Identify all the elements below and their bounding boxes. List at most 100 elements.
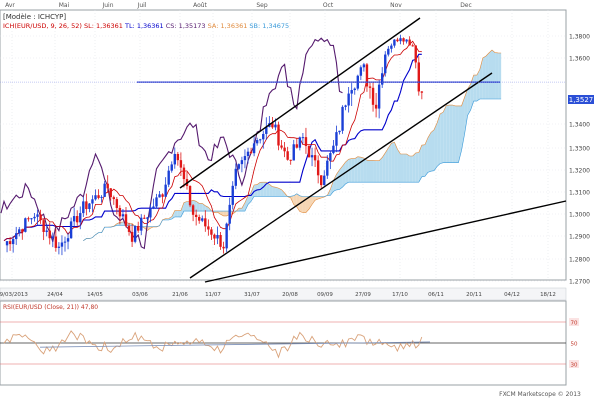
candle-body [91, 199, 93, 203]
price-tick-label: 1,3400 [569, 122, 590, 129]
candle-body [369, 86, 371, 87]
candle-body [12, 239, 14, 244]
cloud-segment [455, 106, 458, 163]
month-label: Avr [5, 2, 15, 9]
candle-body [366, 64, 368, 86]
candle-body [49, 231, 51, 239]
cloud-segment [474, 75, 477, 101]
cloud-segment [492, 50, 495, 99]
month-label: Nov [390, 2, 402, 9]
candle-body [354, 89, 356, 90]
candle-body [107, 184, 109, 189]
candle-body [253, 143, 255, 153]
candle-body [189, 186, 191, 205]
candle-body [225, 224, 227, 249]
indicator-title: ICH(EUR/USD, 9, 26, 52) [3, 22, 84, 30]
cloud-segment [175, 211, 178, 217]
candle-body [198, 217, 200, 221]
candle-body [219, 235, 221, 247]
candle-body [113, 197, 115, 199]
candle-body [302, 137, 304, 138]
cloud-segment [367, 160, 370, 182]
candle-body [36, 214, 38, 216]
cloud-segment [410, 156, 413, 182]
candle-body [161, 194, 163, 196]
cloud-segment [184, 202, 187, 212]
cloud-segment [352, 159, 355, 183]
candle-body [213, 235, 215, 239]
date-tick-label: 09/09 [317, 292, 333, 298]
candle-body [100, 197, 102, 198]
month-label: Dec [460, 2, 472, 9]
candle-body [192, 205, 194, 215]
candle-body [402, 38, 404, 41]
candle-body [308, 146, 310, 157]
cloud-segment [199, 203, 202, 211]
candle-body [58, 247, 60, 248]
candle-body [18, 229, 20, 233]
cloud-segment [443, 105, 446, 162]
candle-body [418, 62, 420, 91]
month-label: Mai [59, 2, 70, 9]
month-label: Oct [323, 2, 334, 9]
candle-body [320, 175, 322, 185]
cloud-segment [401, 154, 404, 182]
cloud-segment [431, 130, 434, 171]
candle-body [311, 155, 313, 157]
candle-body [27, 218, 29, 219]
candle-body [119, 208, 121, 216]
candle-body [393, 40, 395, 46]
candle-body [259, 139, 261, 140]
candle-body [164, 185, 166, 197]
cloud-segment [388, 143, 391, 182]
candle-body [155, 197, 157, 206]
candle-body [372, 88, 374, 105]
candle-body [207, 226, 209, 229]
candle-body [174, 154, 176, 164]
candle-body [296, 144, 298, 147]
candle-body [390, 46, 392, 49]
candle-body [335, 132, 337, 146]
candle-body [216, 235, 218, 238]
candle-body [338, 131, 340, 132]
candle-body [85, 201, 87, 209]
price-tick-label: 1,2800 [569, 257, 590, 264]
footer-credit: FXCM Marketscope © 2013 [499, 391, 581, 398]
candle-body [9, 241, 11, 244]
candle-body [146, 217, 148, 218]
date-tick-label: 04/12 [504, 292, 520, 298]
indicator-value: SB: 1,34675 [249, 22, 289, 30]
candle-body [149, 208, 151, 217]
candle-body [177, 154, 179, 160]
rsi-level-label: 30 [571, 363, 578, 369]
candle-body [277, 125, 279, 146]
candle-body [94, 195, 96, 199]
candle-body [384, 55, 386, 74]
price-tick-label: 1,2900 [569, 234, 590, 241]
candle-body [341, 107, 343, 131]
candle-body [250, 152, 252, 154]
candle-body [21, 229, 23, 232]
candle-body [375, 105, 377, 109]
candle-body [210, 229, 212, 234]
cloud-segment [391, 142, 394, 182]
candle-body [305, 137, 307, 146]
candle-body [168, 171, 170, 185]
month-label: Juil [137, 2, 147, 9]
candle-body [15, 233, 17, 239]
candle-body [70, 221, 72, 238]
candle-body [286, 151, 288, 160]
cloud-segment [407, 154, 410, 182]
candle-body [241, 160, 243, 164]
rsi-header: RSI(EUR/USD (Close, 21)) 47,80 [3, 304, 98, 311]
date-tick-label: 20/11 [466, 292, 482, 298]
price-tick-label: 1,2700 [569, 279, 590, 286]
candle-body [232, 186, 234, 205]
candle-body [317, 160, 319, 175]
candle-body [280, 145, 282, 147]
candle-body [122, 214, 124, 216]
model-label: [Modèle : ICHCYP] [3, 13, 66, 21]
candle-body [82, 201, 84, 213]
candle-body [125, 214, 127, 226]
